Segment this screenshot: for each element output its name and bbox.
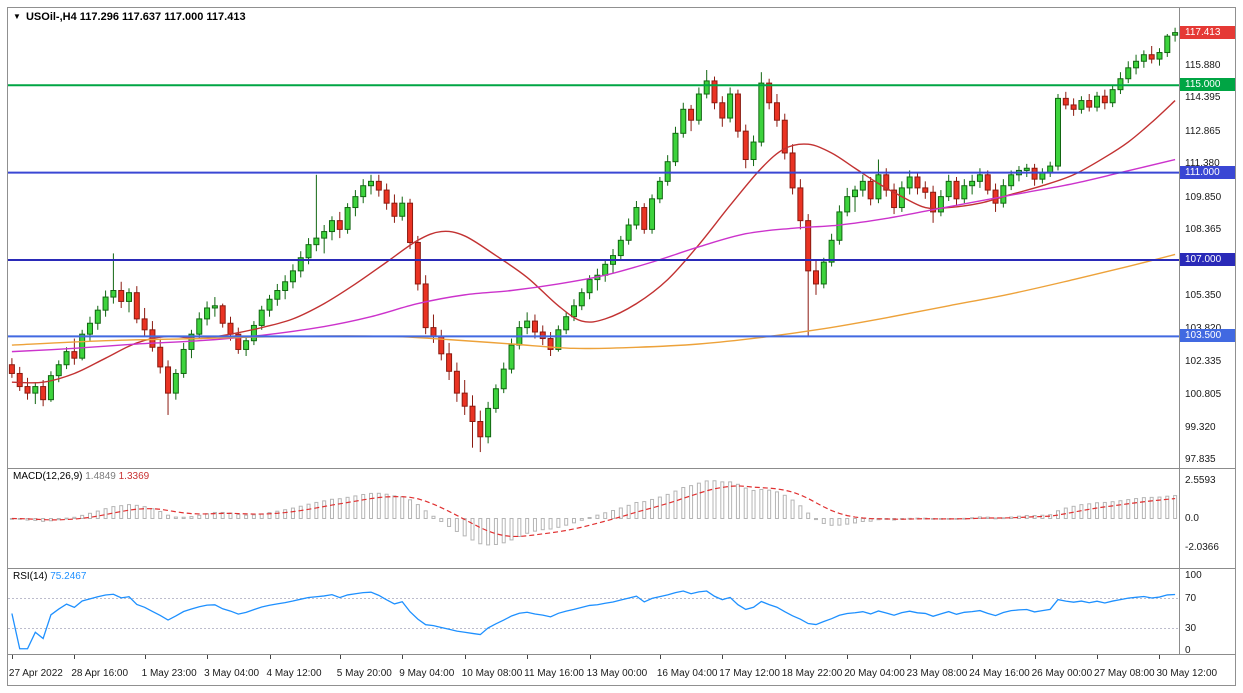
- time-axis-label: 28 Apr 16:00: [71, 668, 129, 679]
- rsi-scale-label: 30: [1185, 622, 1197, 634]
- rsi-name: RSI(14): [13, 571, 48, 582]
- time-tick: [339, 655, 341, 659]
- rsi-value: 75.2467: [50, 571, 87, 582]
- time-tick: [11, 655, 13, 659]
- macd-scale-label: 0.0: [1185, 512, 1199, 524]
- time-axis[interactable]: 27 Apr 2022 28 Apr 16:00 1 May 23:00 3 May …: [8, 655, 1235, 685]
- time-tick: [269, 655, 271, 659]
- rsi-scale-label: 0: [1185, 645, 1191, 656]
- rsi-axis[interactable]: 100 70 30 0: [1179, 569, 1235, 656]
- time-axis-label: 24 May 16:00: [969, 668, 1030, 679]
- macd-name: MACD(12,26,9): [13, 471, 83, 482]
- time-axis-label: 23 May 08:00: [906, 668, 968, 679]
- rsi-panel[interactable]: RSI(14) 75.2467: [8, 569, 1179, 654]
- time-axis-label: 17 May 12:00: [719, 668, 780, 679]
- price-axis-label: 108.365: [1185, 224, 1222, 236]
- level-price-badge: 111.000: [1180, 165, 1235, 179]
- time-tick: [74, 655, 76, 659]
- macd-panel[interactable]: MACD(12,26,9) 1.4849 1.3369: [8, 469, 1179, 568]
- price-axis-label: 112.865: [1185, 125, 1221, 137]
- time-axis-label: 20 May 04:00: [844, 668, 905, 679]
- time-tick: [909, 655, 911, 659]
- time-tick: [1097, 655, 1099, 659]
- current-price-badge: 117.413: [1180, 25, 1235, 39]
- price-axis-label: 100.805: [1185, 389, 1222, 401]
- rsi-row: RSI(14) 75.2467 100 70 30 0: [8, 569, 1235, 656]
- candlestick-chart[interactable]: [8, 8, 1179, 468]
- price-axis-label: 103.820: [1185, 323, 1221, 334]
- price-axis-label: 114.395: [1185, 92, 1221, 104]
- time-tick: [722, 655, 724, 659]
- dropdown-triangle-icon: ▼: [13, 12, 21, 21]
- ma-fast-red: [11, 100, 1176, 384]
- time-tick: [144, 655, 146, 659]
- time-axis-label: 18 May 22:00: [781, 668, 843, 679]
- time-axis-label: 1 May 23:00: [141, 668, 197, 679]
- time-axis-label: 10 May 08:00: [461, 668, 523, 679]
- macd-label: MACD(12,26,9) 1.4849 1.3369: [13, 471, 149, 482]
- trading-chart-window: ▼ USOil-,H4 117.296 117.637 117.000 117.…: [7, 7, 1236, 686]
- ma-slow-orange: [11, 253, 1176, 350]
- rsi-label: RSI(14) 75.2467: [13, 571, 86, 582]
- main-chart-plot[interactable]: ▼ USOil-,H4 117.296 117.637 117.000 117.…: [8, 8, 1179, 468]
- time-axis-label: 11 May 16:00: [524, 668, 584, 679]
- price-axis-label: 109.850: [1185, 191, 1222, 203]
- time-tick: [847, 655, 849, 659]
- price-axis-label: 102.335: [1185, 355, 1222, 367]
- rsi-plot[interactable]: [8, 569, 1179, 654]
- macd-signal-line: [11, 485, 1176, 538]
- price-axis-label: 105.350: [1185, 289, 1222, 301]
- time-tick: [207, 655, 209, 659]
- time-axis-label: 30 May 12:00: [1156, 668, 1218, 679]
- time-axis-label: 26 May 00:00: [1031, 668, 1093, 679]
- time-axis-label: 5 May 20:00: [336, 668, 392, 679]
- time-axis-label: 13 May 00:00: [586, 668, 648, 679]
- time-axis-label: 27 May 08:00: [1094, 668, 1155, 679]
- time-tick: [784, 655, 786, 659]
- time-axis-label: 3 May 04:00: [204, 668, 260, 679]
- time-tick: [589, 655, 591, 659]
- time-tick: [659, 655, 661, 659]
- macd-scale-label: 2.5593: [1185, 475, 1216, 487]
- rsi-scale-label: 70: [1185, 592, 1197, 604]
- time-tick: [1034, 655, 1036, 659]
- symbol-timeframe: USOil-,H4: [25, 11, 77, 23]
- rsi-line: [11, 590, 1176, 650]
- time-tick: [464, 655, 466, 659]
- time-tick: [972, 655, 974, 659]
- macd-scale-label: -2.0366: [1185, 542, 1219, 554]
- level-price-badge: 115.000: [1180, 78, 1235, 92]
- time-axis-label: 27 Apr 2022: [8, 668, 63, 679]
- macd-signal-value: 1.3369: [118, 471, 150, 482]
- price-axis[interactable]: 115.880 114.395 112.865 111.380 109.850 108.3…: [1179, 8, 1235, 468]
- price-axis-label: 97.835: [1185, 454, 1216, 466]
- price-axis-label: 115.880: [1185, 60, 1221, 72]
- level-price-badge: 107.000: [1180, 252, 1235, 266]
- time-tick: [1159, 655, 1161, 659]
- ohlc-values: 117.296 117.637 117.000 117.413: [79, 11, 246, 23]
- time-tick: [402, 655, 404, 659]
- time-axis-label: 9 May 04:00: [399, 668, 455, 679]
- main-chart-row: ▼ USOil-,H4 117.296 117.637 117.000 117.…: [8, 8, 1235, 469]
- macd-row: MACD(12,26,9) 1.4849 1.3369 2.5593 0.0 -2.…: [8, 469, 1235, 569]
- price-axis-label: 99.320: [1185, 421, 1216, 433]
- time-axis-label: 4 May 12:00: [266, 668, 322, 679]
- macd-plot[interactable]: [8, 469, 1179, 568]
- level-price-badge: 103.500: [1180, 329, 1235, 343]
- macd-main-value: 1.4849: [85, 471, 116, 482]
- macd-axis[interactable]: 2.5593 0.0 -2.0366: [1179, 469, 1235, 568]
- price-axis-label: 111.380: [1185, 158, 1220, 170]
- symbol-ohlc-label: ▼ USOil-,H4 117.296 117.637 117.000 117.…: [13, 11, 246, 23]
- rsi-scale-label: 100: [1185, 570, 1202, 581]
- time-axis-label: 16 May 04:00: [656, 668, 718, 679]
- time-axis-row: 27 Apr 2022 28 Apr 16:00 1 May 23:00 3 May …: [8, 655, 1235, 685]
- time-tick: [527, 655, 529, 659]
